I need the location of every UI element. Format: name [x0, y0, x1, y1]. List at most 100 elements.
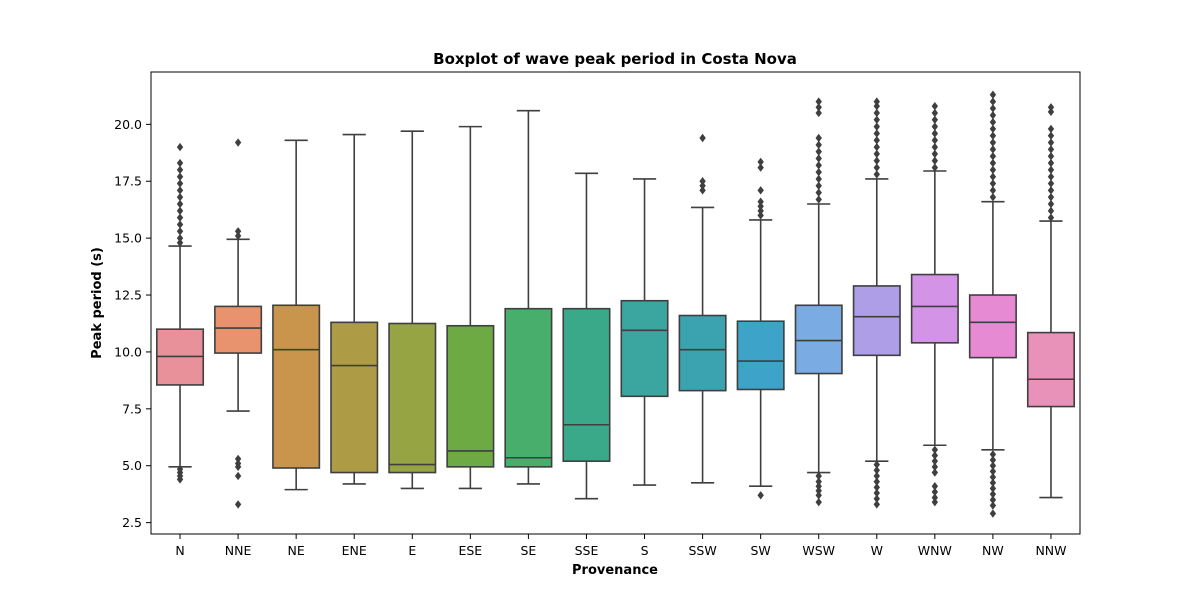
outlier-point [931, 451, 939, 460]
outlier-point [757, 211, 764, 220]
outlier-point [931, 163, 939, 172]
outlier-point [989, 152, 997, 161]
box-group-sse [562, 172, 611, 500]
box-iqr [736, 320, 785, 391]
outlier-point [815, 133, 822, 143]
outlier-point [989, 145, 997, 154]
outlier-point [176, 213, 184, 222]
outlier-point [176, 186, 184, 195]
outlier-point [815, 188, 822, 197]
outlier-point [931, 136, 939, 145]
outlier-point [989, 484, 997, 493]
y-tick-label: 7.5 [122, 401, 142, 416]
outlier-point [989, 111, 997, 120]
box-iqr [388, 322, 437, 474]
outlier-point [989, 138, 997, 147]
x-tick-label: S [641, 543, 649, 558]
outlier-point [757, 197, 764, 206]
x-tick-label: WNW [918, 543, 952, 558]
x-tick-label: W [871, 543, 883, 558]
x-tick-label: SSW [688, 543, 716, 558]
outlier-point [989, 450, 997, 459]
box-group-se [504, 109, 553, 485]
box-group-ssw [678, 133, 727, 484]
outlier-point [176, 220, 184, 229]
outlier-point [1047, 103, 1055, 112]
outlier-point [989, 131, 997, 140]
outlier-point [1047, 172, 1055, 181]
outlier-point [989, 97, 997, 106]
outlier-point [757, 206, 764, 216]
outlier-point [1047, 145, 1055, 154]
outlier-point [989, 158, 997, 168]
outlier-point [989, 472, 997, 482]
x-tick-label: SE [520, 543, 536, 558]
outlier-point [873, 170, 880, 179]
box-group-ese [446, 125, 495, 490]
outlier-point [873, 466, 880, 475]
outlier-point [931, 497, 939, 507]
outlier-point [234, 500, 242, 509]
outlier-point [176, 172, 184, 181]
outlier-point [757, 157, 764, 167]
outlier-point [176, 179, 184, 188]
box-iqr [272, 304, 321, 469]
outlier-point [757, 163, 764, 172]
outlier-point [1047, 199, 1055, 209]
box-group-e [388, 130, 437, 490]
x-axis: N NNE NE ENE E ESE SE SSE S SSW SW WSW W WNW NW NNW [175, 534, 1067, 558]
outlier-point [931, 482, 939, 491]
box-group-n [156, 142, 205, 484]
box-group-nnw [1026, 103, 1075, 499]
x-tick-label: WSW [802, 543, 835, 558]
outlier-point [931, 156, 939, 165]
outlier-point [176, 238, 184, 247]
outlier-point [989, 467, 997, 476]
outlier-point [815, 154, 822, 163]
outlier-point [815, 486, 822, 495]
outlier-point [931, 122, 939, 131]
plot-frame [150, 71, 1081, 535]
outlier-point [931, 129, 939, 138]
outlier-point [234, 462, 242, 472]
outlier-point [873, 101, 880, 111]
outlier-point [989, 509, 997, 518]
outlier-point [989, 172, 997, 181]
outlier-point [873, 460, 880, 469]
outlier-point [989, 455, 997, 465]
outlier-point [815, 471, 822, 481]
outlier-point [815, 477, 822, 486]
outlier-point [989, 489, 997, 499]
outlier-point [873, 156, 880, 165]
outlier-point [873, 108, 880, 118]
box-group-sw [736, 157, 785, 500]
box-iqr [214, 305, 263, 354]
box-iqr [678, 314, 727, 392]
outlier-point [815, 491, 822, 500]
outlier-point [931, 101, 939, 111]
outlier-point [699, 133, 706, 143]
outlier-point [234, 454, 242, 464]
outlier-point [176, 142, 184, 152]
outlier-point [931, 149, 939, 159]
x-tick-label: NW [982, 543, 1004, 558]
outlier-point [873, 483, 880, 492]
outlier-point [815, 108, 822, 118]
outlier-point [931, 462, 939, 472]
outlier-point [873, 122, 880, 131]
box-iqr [910, 273, 959, 344]
box-group-wnw [910, 101, 959, 507]
outlier-point [989, 461, 997, 470]
outlier-point [873, 163, 880, 172]
outlier-point [989, 90, 997, 99]
outlier-point [989, 165, 997, 175]
outlier-point [989, 192, 997, 202]
outlier-point [989, 124, 997, 134]
outlier-point [176, 233, 184, 243]
x-tick-label: SSE [575, 543, 599, 558]
x-axis-label: Provenance [572, 563, 658, 578]
box-iqr [794, 304, 843, 375]
x-tick-label: NNE [225, 543, 252, 558]
outlier-point [234, 471, 242, 481]
